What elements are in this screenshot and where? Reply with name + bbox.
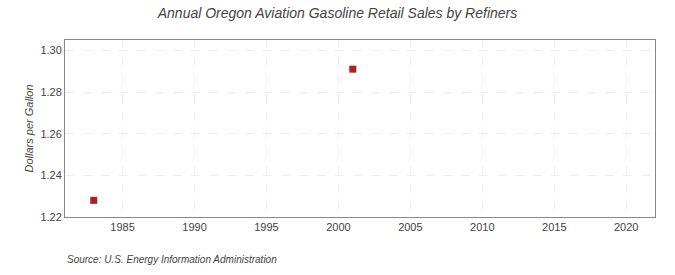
svg-text:Annual Oregon Aviation Gasolin: Annual Oregon Aviation Gasoline Retail S… xyxy=(157,5,518,21)
svg-text:2005: 2005 xyxy=(398,221,422,233)
svg-text:2010: 2010 xyxy=(470,221,494,233)
svg-text:1995: 1995 xyxy=(254,221,278,233)
svg-text:1.28: 1.28 xyxy=(40,86,61,98)
svg-text:1.26: 1.26 xyxy=(40,128,61,140)
svg-text:1985: 1985 xyxy=(110,221,134,233)
svg-text:1.22: 1.22 xyxy=(40,211,61,223)
svg-text:1.30: 1.30 xyxy=(40,44,61,56)
svg-text:2000: 2000 xyxy=(326,221,350,233)
svg-text:1.24: 1.24 xyxy=(40,169,61,181)
svg-text:Dollars per Gallon: Dollars per Gallon xyxy=(23,84,35,172)
svg-text:2020: 2020 xyxy=(614,221,638,233)
svg-text:2015: 2015 xyxy=(542,221,566,233)
svg-text:1990: 1990 xyxy=(182,221,206,233)
svg-text:Source: U.S. Energy Informatio: Source: U.S. Energy Information Administ… xyxy=(67,254,277,265)
